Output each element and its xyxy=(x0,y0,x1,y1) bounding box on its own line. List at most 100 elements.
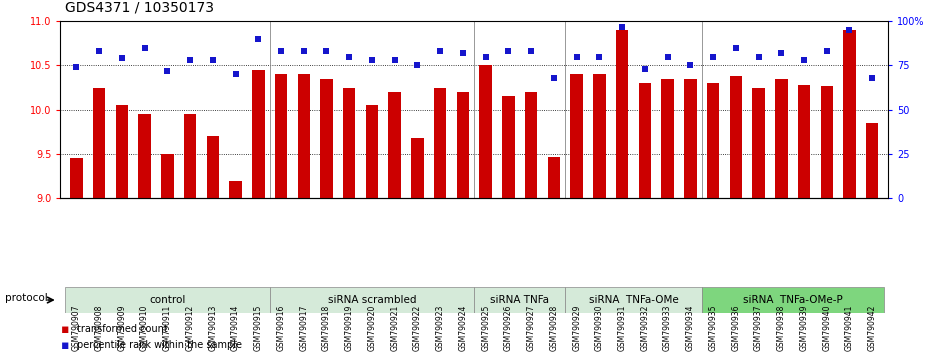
Point xyxy=(297,48,312,54)
Bar xyxy=(570,74,583,198)
Point xyxy=(751,54,766,59)
Text: siRNA scrambled: siRNA scrambled xyxy=(327,295,417,305)
Bar xyxy=(139,114,151,198)
Bar xyxy=(661,79,674,198)
Bar xyxy=(752,88,764,198)
Point xyxy=(819,48,834,54)
Point xyxy=(410,63,425,68)
Text: siRNA TNFa: siRNA TNFa xyxy=(490,295,550,305)
Text: GDS4371 / 10350173: GDS4371 / 10350173 xyxy=(65,0,214,14)
Point xyxy=(842,27,857,33)
Point xyxy=(228,72,243,77)
Bar xyxy=(115,105,128,198)
Text: GSM790918: GSM790918 xyxy=(322,304,331,351)
Text: GSM790917: GSM790917 xyxy=(299,304,308,351)
Bar xyxy=(798,85,810,198)
Text: GSM790909: GSM790909 xyxy=(117,304,126,351)
Text: GSM790928: GSM790928 xyxy=(550,304,558,351)
Bar xyxy=(593,74,605,198)
Point xyxy=(501,48,516,54)
Text: GSM790925: GSM790925 xyxy=(481,304,490,351)
Bar xyxy=(702,287,884,313)
Point xyxy=(387,57,402,63)
Point xyxy=(524,48,538,54)
Point xyxy=(569,54,584,59)
Text: GSM790911: GSM790911 xyxy=(163,304,172,351)
Text: percentile rank within the sample: percentile rank within the sample xyxy=(77,340,242,350)
Bar xyxy=(252,70,264,198)
Bar xyxy=(206,136,219,198)
Text: GSM790942: GSM790942 xyxy=(868,304,877,351)
Point xyxy=(160,68,175,74)
Text: GSM790919: GSM790919 xyxy=(345,304,353,351)
Bar xyxy=(70,159,83,198)
Bar xyxy=(639,83,651,198)
Text: GSM790915: GSM790915 xyxy=(254,304,263,351)
Text: siRNA  TNFa-OMe-P: siRNA TNFa-OMe-P xyxy=(743,295,843,305)
Point xyxy=(251,36,266,42)
Bar xyxy=(684,79,697,198)
Point xyxy=(432,48,447,54)
Bar xyxy=(343,88,355,198)
Bar xyxy=(93,88,105,198)
Text: GSM790921: GSM790921 xyxy=(391,304,399,351)
Point xyxy=(547,75,562,81)
Text: GSM790930: GSM790930 xyxy=(595,304,604,351)
Bar xyxy=(866,123,879,198)
Point xyxy=(92,48,107,54)
Point xyxy=(206,57,220,63)
Bar xyxy=(820,86,833,198)
Point xyxy=(797,57,812,63)
Text: GSM790912: GSM790912 xyxy=(186,304,194,351)
Text: GSM790923: GSM790923 xyxy=(435,304,445,351)
Point xyxy=(342,54,357,59)
Point xyxy=(478,54,493,59)
Bar xyxy=(474,287,565,313)
Bar xyxy=(434,88,446,198)
Text: GSM790916: GSM790916 xyxy=(276,304,286,351)
Point xyxy=(137,45,152,51)
Text: GSM790935: GSM790935 xyxy=(709,304,718,351)
Point xyxy=(319,48,334,54)
Bar xyxy=(65,287,270,313)
Text: GSM790914: GSM790914 xyxy=(231,304,240,351)
Bar xyxy=(707,83,719,198)
Text: GSM790922: GSM790922 xyxy=(413,304,422,351)
Point xyxy=(865,75,880,81)
Text: GSM790920: GSM790920 xyxy=(367,304,377,351)
Point xyxy=(728,45,743,51)
Text: GSM790910: GSM790910 xyxy=(140,304,149,351)
Text: GSM790934: GSM790934 xyxy=(685,304,695,351)
Text: protocol: protocol xyxy=(5,293,47,303)
Point xyxy=(637,66,652,72)
Text: GSM790913: GSM790913 xyxy=(208,304,218,351)
Text: GSM790926: GSM790926 xyxy=(504,304,513,351)
Bar xyxy=(320,79,333,198)
Point xyxy=(114,56,129,61)
Text: GSM790927: GSM790927 xyxy=(526,304,536,351)
Bar xyxy=(548,156,560,198)
Bar xyxy=(389,92,401,198)
Bar xyxy=(411,138,424,198)
Point xyxy=(182,57,197,63)
Text: ▪: ▪ xyxy=(60,339,69,352)
Point xyxy=(774,50,789,56)
Bar xyxy=(230,181,242,198)
Text: GSM790929: GSM790929 xyxy=(572,304,581,351)
Point xyxy=(660,54,675,59)
Bar xyxy=(457,92,469,198)
Bar xyxy=(365,105,379,198)
Text: siRNA  TNFa-OMe: siRNA TNFa-OMe xyxy=(589,295,678,305)
Point xyxy=(615,24,630,29)
Bar xyxy=(161,154,174,198)
Bar xyxy=(844,30,856,198)
Text: GSM790932: GSM790932 xyxy=(641,304,649,351)
Text: GSM790936: GSM790936 xyxy=(731,304,740,351)
Point xyxy=(591,54,606,59)
Bar xyxy=(270,287,474,313)
Text: transformed count: transformed count xyxy=(77,324,168,334)
Bar xyxy=(729,76,742,198)
Point xyxy=(365,57,379,63)
Bar xyxy=(480,65,492,198)
Point xyxy=(69,64,84,70)
